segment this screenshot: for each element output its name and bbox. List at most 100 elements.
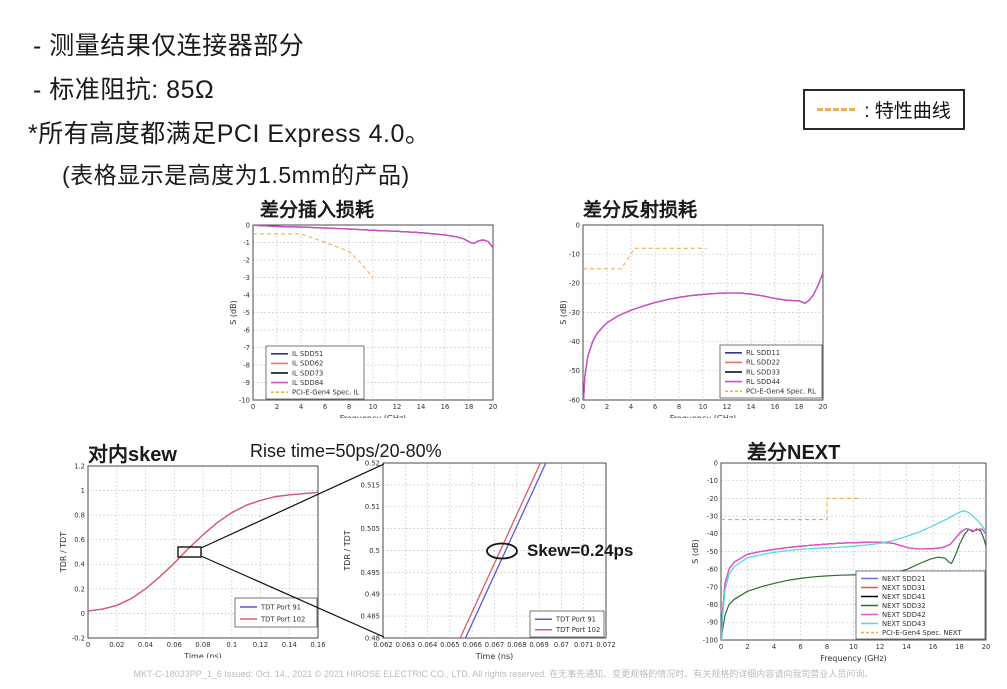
series-tdt-port-91 xyxy=(87,491,319,612)
svg-text:RL SDD22: RL SDD22 xyxy=(746,359,780,367)
svg-text:0.49: 0.49 xyxy=(365,591,380,599)
svg-text:0.071: 0.071 xyxy=(574,641,593,649)
svg-text:0: 0 xyxy=(714,459,718,467)
svg-text:0.069: 0.069 xyxy=(529,641,548,649)
svg-text:-9: -9 xyxy=(243,379,250,387)
series-pci-e-gen4-spec-rl xyxy=(583,247,707,270)
series-next-sdd43 xyxy=(721,510,987,641)
svg-text:Frequency (GHz): Frequency (GHz) xyxy=(340,414,407,418)
svg-text:0.068: 0.068 xyxy=(507,641,526,649)
svg-text:S (dB): S (dB) xyxy=(230,300,238,324)
skew-zoom-legend xyxy=(529,610,605,638)
svg-text:-20: -20 xyxy=(569,280,580,288)
svg-text:0.4: 0.4 xyxy=(74,561,85,569)
next-title: 差分NEXT xyxy=(747,442,841,464)
svg-text:4: 4 xyxy=(629,403,633,411)
svg-text:-4: -4 xyxy=(243,291,250,299)
series-pci-e-gen4-spec-il xyxy=(253,233,374,278)
svg-text:-2: -2 xyxy=(243,256,250,264)
svg-text:0.51: 0.51 xyxy=(365,503,380,511)
svg-text:12: 12 xyxy=(393,403,402,411)
svg-text:8: 8 xyxy=(347,403,351,411)
svg-text:-80: -80 xyxy=(707,601,718,609)
svg-text:0.515: 0.515 xyxy=(361,481,380,489)
svg-text:12: 12 xyxy=(723,403,732,411)
svg-text:-20: -20 xyxy=(707,495,718,503)
svg-text:NEXT SDD21: NEXT SDD21 xyxy=(882,575,926,583)
insertion-loss-title: 差分插入损耗 xyxy=(260,200,375,221)
dashed-line-icon xyxy=(817,108,856,111)
svg-text:8: 8 xyxy=(825,643,829,651)
svg-text:0.065: 0.065 xyxy=(440,641,459,649)
svg-text:-10: -10 xyxy=(239,396,250,404)
svg-text:-8: -8 xyxy=(243,361,250,369)
svg-text:10: 10 xyxy=(699,403,708,411)
svg-text:0.48: 0.48 xyxy=(365,634,380,642)
svg-text:-40: -40 xyxy=(569,338,580,346)
characteristic-curve-label: : 特性曲线 xyxy=(864,101,951,122)
svg-text:PCI-E-Gen4 Spec. RL: PCI-E-Gen4 Spec. RL xyxy=(746,388,816,396)
skew-annotation-label: Skew=0.24ps xyxy=(527,541,634,560)
svg-text:0.1: 0.1 xyxy=(226,641,237,649)
svg-text:0.6: 0.6 xyxy=(74,536,85,544)
svg-text:TDT Port 91: TDT Port 91 xyxy=(555,616,596,624)
svg-text:Frequency (GHz): Frequency (GHz) xyxy=(670,414,737,418)
svg-text:0.072: 0.072 xyxy=(596,641,615,649)
svg-text:NEXT SDD41: NEXT SDD41 xyxy=(882,593,926,601)
svg-text:S (dB): S (dB) xyxy=(691,539,700,563)
svg-text:0.063: 0.063 xyxy=(396,641,415,649)
svg-text:1.2: 1.2 xyxy=(74,462,85,470)
series-rl-sdd44 xyxy=(582,272,824,401)
svg-text:NEXT SDD31: NEXT SDD31 xyxy=(882,584,926,592)
svg-text:IL SDD84: IL SDD84 xyxy=(292,379,323,387)
return-loss-plot: 0 2 4 6 8 10 12 14 16 18 20 0 -10 -20 -30 -40 -50 -60 Freq… xyxy=(560,221,827,418)
svg-text:0.064: 0.064 xyxy=(418,641,437,649)
svg-text:Time (ns): Time (ns) xyxy=(475,652,514,660)
svg-text:14: 14 xyxy=(417,403,426,411)
svg-text:0.16: 0.16 xyxy=(310,641,325,649)
svg-text:-50: -50 xyxy=(707,548,718,556)
svg-text:RL SDD44: RL SDD44 xyxy=(746,378,780,386)
svg-text:2: 2 xyxy=(745,643,749,651)
svg-text:10: 10 xyxy=(369,403,378,411)
svg-text:NEXT SDD32: NEXT SDD32 xyxy=(882,602,926,610)
svg-text:0.52: 0.52 xyxy=(365,459,380,467)
svg-text:TDT Port 102: TDT Port 102 xyxy=(260,615,305,623)
svg-text:RL SDD11: RL SDD11 xyxy=(746,349,780,357)
next-plot: 0 2 4 6 8 10 12 14 16 18 20 0 -10 -20 -30 -40 -50 -60 -70 -… xyxy=(691,459,990,663)
svg-text:NEXT SDD42: NEXT SDD42 xyxy=(882,611,926,619)
series-pci-e-gen4-spec-next xyxy=(721,497,859,521)
svg-text:0: 0 xyxy=(81,610,85,618)
svg-text:18: 18 xyxy=(465,403,474,411)
svg-text:-1: -1 xyxy=(243,239,250,247)
svg-text:1: 1 xyxy=(81,487,85,495)
svg-text:NEXT SDD43: NEXT SDD43 xyxy=(882,620,926,628)
svg-text:-0.2: -0.2 xyxy=(72,634,85,642)
svg-text:0.5: 0.5 xyxy=(369,547,380,555)
svg-text:16: 16 xyxy=(929,643,938,651)
svg-text:6: 6 xyxy=(798,643,802,651)
svg-text:RL SDD33: RL SDD33 xyxy=(746,368,780,376)
svg-text:TDT Port 102: TDT Port 102 xyxy=(555,626,600,634)
svg-text:IL SDD51: IL SDD51 xyxy=(292,350,323,358)
return-loss-title: 差分反射损耗 xyxy=(583,200,698,221)
svg-text:0.495: 0.495 xyxy=(361,569,380,577)
svg-text:18: 18 xyxy=(955,643,964,651)
svg-text:-40: -40 xyxy=(707,530,718,538)
svg-text:2: 2 xyxy=(605,403,609,411)
svg-text:0.062: 0.062 xyxy=(373,641,392,649)
svg-text:-10: -10 xyxy=(569,251,580,259)
skew-plot: 0 0.02 0.04 0.06 0.08 0.1 0.12 0.14 0.16 1.2 1 0.8 0… xyxy=(59,462,326,658)
series-il-sdd84 xyxy=(252,224,494,249)
svg-text:4: 4 xyxy=(299,403,303,411)
skew-title: 对内skew xyxy=(88,444,177,466)
svg-text:0.2: 0.2 xyxy=(74,585,85,593)
svg-text:18: 18 xyxy=(795,403,804,411)
characteristic-curve-legend: : 特性曲线 xyxy=(803,89,965,130)
svg-text:IL SDD62: IL SDD62 xyxy=(292,360,323,368)
svg-text:0: 0 xyxy=(246,221,250,229)
svg-text:6: 6 xyxy=(323,403,327,411)
svg-text:0.8: 0.8 xyxy=(74,512,85,520)
series-next-sdd42 xyxy=(721,528,987,641)
svg-text:0.505: 0.505 xyxy=(361,525,380,533)
